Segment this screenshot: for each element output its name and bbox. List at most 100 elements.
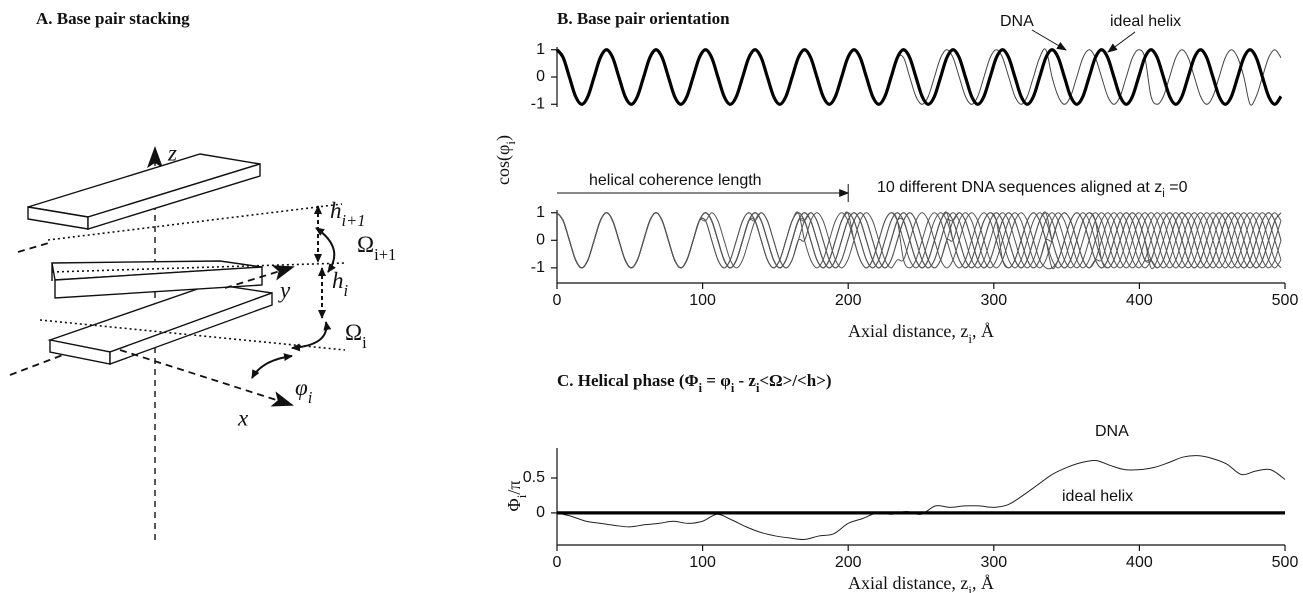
x-tick-label: 100 [689,292,716,309]
series-label: DNA [1000,13,1034,30]
panel-title: A. Base pair stacking [36,9,190,28]
subscript: i [968,583,972,593]
label-pointer [1107,31,1136,53]
dotted-line [47,203,343,241]
y-axis-label: cos(φi) [493,135,518,185]
text-part: <Ω>/<h>) [759,371,831,390]
annotation: helical coherence length [589,172,762,189]
dotted-line [51,262,346,273]
text-part: h [330,198,342,223]
plate-side [109,292,273,365]
series-line [556,211,1282,270]
series-line [556,212,1282,270]
series-label: ideal helix [1110,13,1181,30]
subscript: i [699,381,703,395]
text-part: - z [734,371,756,390]
text-part: h [332,268,344,293]
series-line [556,211,1282,269]
annotation: 10 different DNA sequences aligned at zi… [877,179,1188,200]
subscript: i [308,388,313,407]
series-line [556,212,1282,269]
diagram-label: φi [295,375,313,407]
angle-arrow [251,353,293,379]
subscript: i [756,381,760,395]
text-part: , Å [972,321,994,341]
x-axis-label: Axial distance, zi, Å [848,321,994,346]
label-pointer [1031,29,1067,51]
plate-side [54,266,263,299]
panel-title: C. Helical phase (Φi = φi - zi<Ω>/<h>) [557,371,832,395]
diagram-label: Ωi [345,320,367,352]
text-part: φ [295,375,308,400]
x-tick-label: 500 [1272,554,1299,571]
x-tick-label: 400 [1126,554,1153,571]
x-tick-label: 500 [1272,292,1299,309]
text-part: Ω [357,232,374,257]
series-label: DNA [1095,423,1129,440]
series-line [555,48,1283,106]
diagram-label: hi [332,268,349,300]
panel-title: B. Base pair orientation [557,9,730,28]
text-part: Axial distance, z [848,573,968,593]
diagram-label: x [237,405,249,430]
x-tick-label: 0 [553,554,562,571]
series-line [556,212,1282,269]
y-tick-label: 0 [536,68,545,85]
diagram-label: z [167,140,177,165]
y-tick-label: 1 [536,204,545,221]
text-part: 10 different DNA sequences aligned at z [877,179,1162,196]
subscript: i [344,281,349,300]
series-line [556,48,1282,106]
text-part: /π [504,481,524,495]
twist-arrow [291,321,332,352]
x-tick-label: 300 [980,554,1007,571]
plate-side [87,163,261,230]
text-part: C. Helical phase [557,371,679,390]
series-line [556,212,1282,269]
series-line [556,212,1282,269]
x-tick-label: 200 [835,292,862,309]
subscript: i [1162,188,1165,200]
y-tick-label: 0 [536,232,545,249]
x-tick-label: 200 [835,554,862,571]
series-label: ideal helix [1062,488,1133,505]
subscript: i+1 [342,211,366,230]
series-line [556,455,1286,540]
y-tick-label: -1 [531,259,545,276]
twist-arrow [315,227,336,273]
text-part: =0 [1165,179,1188,196]
x-tick-label: 400 [1126,292,1153,309]
text-part: Ω [345,320,362,345]
y-axis-label: Φi/π [504,481,529,512]
x-tick-label: 300 [980,292,1007,309]
text-part: Φ [504,498,524,511]
y-tick-label: -1 [531,95,545,112]
subscript: i [968,331,972,346]
diagram-label: Ωi+1 [357,232,396,264]
y-tick-label: 0 [536,504,545,521]
series-line [556,211,1282,270]
text-part: = φ [702,371,731,390]
series-line [556,211,1282,269]
text-part: ) [493,135,514,141]
y-tick-label: 1 [536,41,545,58]
subscript: i [503,141,518,145]
text-part: Axial distance, z [848,321,968,341]
text-part: cos(φ [493,145,514,185]
x-tick-label: 0 [553,292,562,309]
stacking-diagram [9,146,346,540]
subscript: i [731,381,735,395]
diagram-label: y [278,277,291,302]
subscript: i [514,494,529,498]
text-part: (Φ [679,371,699,390]
series-line [556,212,1282,269]
x-tick-label: 100 [689,554,716,571]
dashed-axis [17,241,53,253]
subscript: i+1 [374,245,396,264]
x-axis-arrow [119,349,294,407]
y-tick-label: 0.5 [523,469,545,486]
text-part: , Å [972,573,994,593]
diagram-label: hi+1 [330,198,366,230]
subscript: i [362,333,367,352]
